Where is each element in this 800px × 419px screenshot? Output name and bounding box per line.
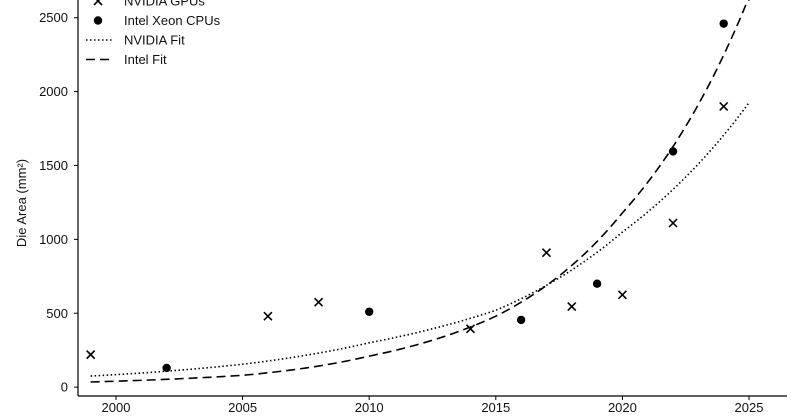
y-tick-label: 2500 — [39, 10, 68, 25]
intel-xeon-point — [516, 315, 526, 325]
x-axis-ticks: 2000 2005 2010 2015 2020 2025 — [102, 396, 764, 415]
intel-xeon-point — [668, 147, 678, 156]
plot-frame — [77, 0, 787, 397]
y-tick-label: 1500 — [39, 158, 68, 173]
x-marker-stroke — [617, 290, 627, 300]
x-marker-stroke — [567, 302, 577, 312]
x-marker-stroke — [263, 311, 273, 321]
nvidia-gpu-point — [541, 248, 552, 258]
y-axis-ticks: 0 500 1000 1500 2000 2500 — [39, 10, 78, 395]
y-tick-label: 500 — [46, 306, 68, 321]
intel-xeon-point — [592, 279, 602, 288]
fit-lines — [90, 0, 750, 383]
legend-label: Intel Xeon CPUs — [124, 13, 221, 28]
x-marker-stroke — [86, 350, 96, 360]
nvidia-gpu-point — [617, 290, 627, 300]
nvidia-gpu-point — [567, 302, 577, 312]
legend-circle-marker — [93, 16, 103, 25]
x-tick-label: 2010 — [355, 400, 384, 415]
x-marker-stroke — [313, 297, 324, 307]
legend-x-marker — [93, 0, 103, 6]
x-tick-label: 2020 — [608, 400, 637, 415]
x-marker-stroke — [668, 218, 678, 228]
intel-xeon-point — [364, 307, 374, 316]
nvidia-gpu-point — [86, 350, 96, 360]
data-markers — [86, 19, 729, 373]
x-marker-stroke — [465, 324, 476, 334]
intel-fit-line — [90, 0, 750, 383]
y-tick-label: 1000 — [39, 232, 68, 247]
y-tick-label: 0 — [61, 380, 68, 395]
legend: NVIDIA GPUs Intel Xeon CPUs NVIDIA Fit Inte… — [86, 0, 221, 67]
nvidia-gpu-point — [719, 101, 729, 111]
nvidia-gpu-point — [313, 297, 324, 307]
nvidia-gpu-point — [263, 311, 273, 321]
nvidia-gpu-point — [668, 218, 678, 228]
x-tick-label: 2015 — [481, 400, 510, 415]
x-marker-stroke — [541, 248, 552, 258]
intel-xeon-point — [719, 19, 728, 28]
y-tick-label: 2000 — [39, 84, 68, 99]
intel-xeon-point — [162, 363, 171, 373]
x-tick-label: 2025 — [735, 400, 764, 415]
x-marker-stroke — [719, 101, 729, 111]
legend-label: NVIDIA Fit — [124, 33, 185, 48]
y-axis-title: Die Area (mm²) — [14, 159, 29, 247]
x-tick-label: 2000 — [102, 400, 131, 415]
nvidia-gpu-point — [465, 324, 476, 334]
nvidia-fit-line — [90, 102, 750, 377]
legend-label: NVIDIA GPUs — [124, 0, 205, 9]
x-tick-label: 2005 — [228, 400, 257, 415]
legend-label: Intel Fit — [124, 52, 167, 67]
x-marker-stroke — [93, 0, 101, 6]
